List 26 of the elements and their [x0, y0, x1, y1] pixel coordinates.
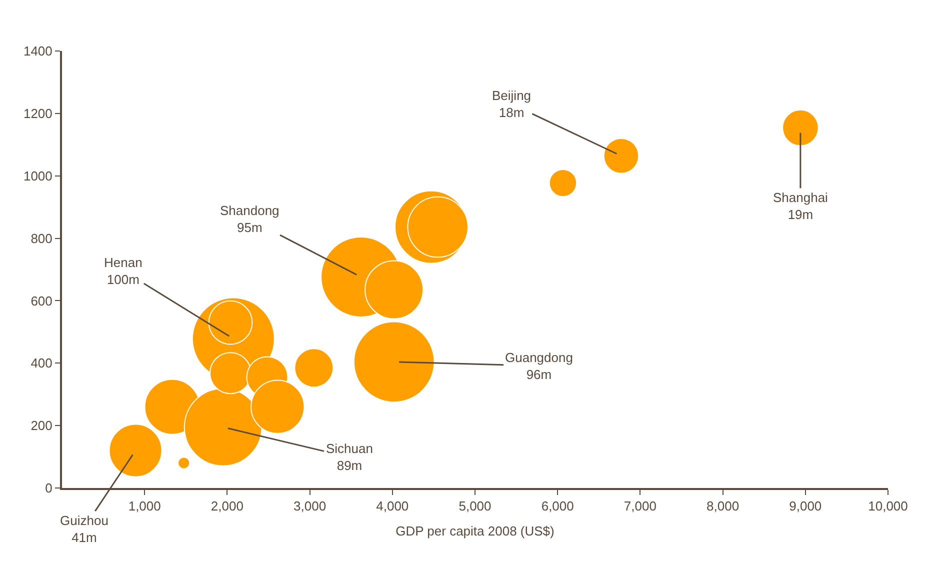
y-tick-label: 200	[30, 418, 52, 434]
annotation: Henan 100m	[104, 255, 142, 287]
x-tick-label: 5,000	[458, 498, 492, 514]
x-tick-label: 1,000	[128, 498, 161, 514]
x-tick-label: 7,000	[624, 498, 656, 514]
y-tick-label: 1000	[23, 168, 52, 184]
x-tick-label: 3,000	[294, 498, 326, 514]
y-tick-label: 1200	[23, 106, 52, 121]
x-tick-label: 2,000	[210, 498, 244, 514]
annotation: Guangdong 96m	[505, 350, 573, 382]
x-tick-label: 6,000	[541, 498, 574, 514]
x-axis-title: GDP per capita 2008 (US$)	[396, 524, 554, 539]
annotation: Shandong 95m	[220, 203, 280, 235]
y-tick-label: 1400	[23, 44, 52, 59]
annotation: Guizhou 41m	[60, 513, 108, 545]
x-tick-label: 10,000	[868, 498, 908, 514]
annotation: Beijing 18m	[492, 88, 532, 120]
y-tick-label: 800	[30, 230, 52, 246]
x-tick-label: 4,000	[376, 498, 409, 514]
y-tick-label: 0	[45, 480, 52, 496]
annotation: Shanghai 19m	[773, 190, 828, 222]
y-tick-label: 600	[30, 293, 52, 308]
y-tick-label: 400	[30, 356, 52, 371]
x-tick-label: 9,000	[789, 498, 822, 514]
x-tick-label: 8,000	[706, 498, 740, 514]
annotation: Sichuan 89m	[326, 441, 373, 473]
